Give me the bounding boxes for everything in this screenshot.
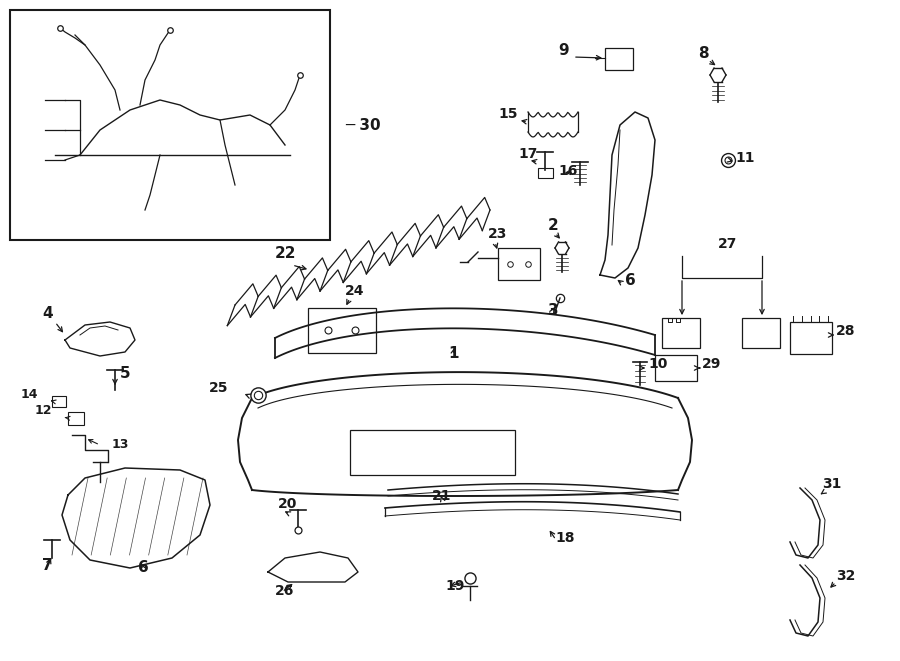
Bar bbox=[742, 318, 780, 348]
Text: 28: 28 bbox=[836, 324, 856, 338]
Text: 9: 9 bbox=[558, 43, 569, 58]
Text: 24: 24 bbox=[345, 284, 364, 298]
Text: 31: 31 bbox=[822, 477, 842, 491]
Bar bbox=[68, 412, 84, 425]
Bar bbox=[498, 248, 540, 280]
Text: 23: 23 bbox=[488, 227, 508, 241]
Text: 20: 20 bbox=[278, 497, 297, 511]
Bar bbox=[25, 152, 45, 168]
Text: 8: 8 bbox=[698, 46, 708, 61]
Text: 1: 1 bbox=[448, 346, 458, 361]
Text: ─ 30: ─ 30 bbox=[345, 118, 381, 132]
Text: 12: 12 bbox=[34, 404, 52, 417]
Bar bbox=[25, 122, 45, 138]
Text: 32: 32 bbox=[836, 569, 855, 583]
Text: 3: 3 bbox=[548, 303, 559, 318]
Bar bbox=[25, 92, 45, 108]
Bar bbox=[308, 308, 376, 353]
Text: 21: 21 bbox=[432, 489, 452, 503]
Bar bbox=[605, 48, 633, 70]
Bar bbox=[790, 322, 832, 354]
Text: 11: 11 bbox=[735, 151, 754, 165]
Text: 6: 6 bbox=[625, 273, 635, 288]
Bar bbox=[215, 185, 250, 203]
Text: 14: 14 bbox=[21, 388, 38, 401]
Bar bbox=[52, 396, 66, 407]
Text: 10: 10 bbox=[648, 357, 668, 371]
Text: 18: 18 bbox=[555, 531, 574, 545]
Text: 29: 29 bbox=[702, 357, 722, 371]
Bar bbox=[10, 10, 330, 240]
Text: 13: 13 bbox=[112, 438, 130, 451]
Text: 16: 16 bbox=[558, 164, 578, 178]
Text: 6: 6 bbox=[138, 560, 148, 575]
Text: 7: 7 bbox=[42, 558, 52, 573]
Bar bbox=[655, 355, 697, 381]
Text: 26: 26 bbox=[275, 584, 294, 598]
Bar bbox=[662, 318, 700, 348]
Text: 2: 2 bbox=[548, 218, 559, 233]
Bar bbox=[538, 168, 553, 178]
Bar bbox=[350, 430, 515, 475]
Text: 5: 5 bbox=[120, 366, 130, 381]
Text: 15: 15 bbox=[498, 107, 518, 121]
Text: 17: 17 bbox=[518, 147, 537, 161]
Text: 27: 27 bbox=[718, 237, 737, 251]
Text: 22: 22 bbox=[275, 246, 296, 261]
Text: 4: 4 bbox=[42, 306, 52, 321]
Text: 19: 19 bbox=[445, 579, 464, 593]
Text: 25: 25 bbox=[209, 381, 228, 395]
